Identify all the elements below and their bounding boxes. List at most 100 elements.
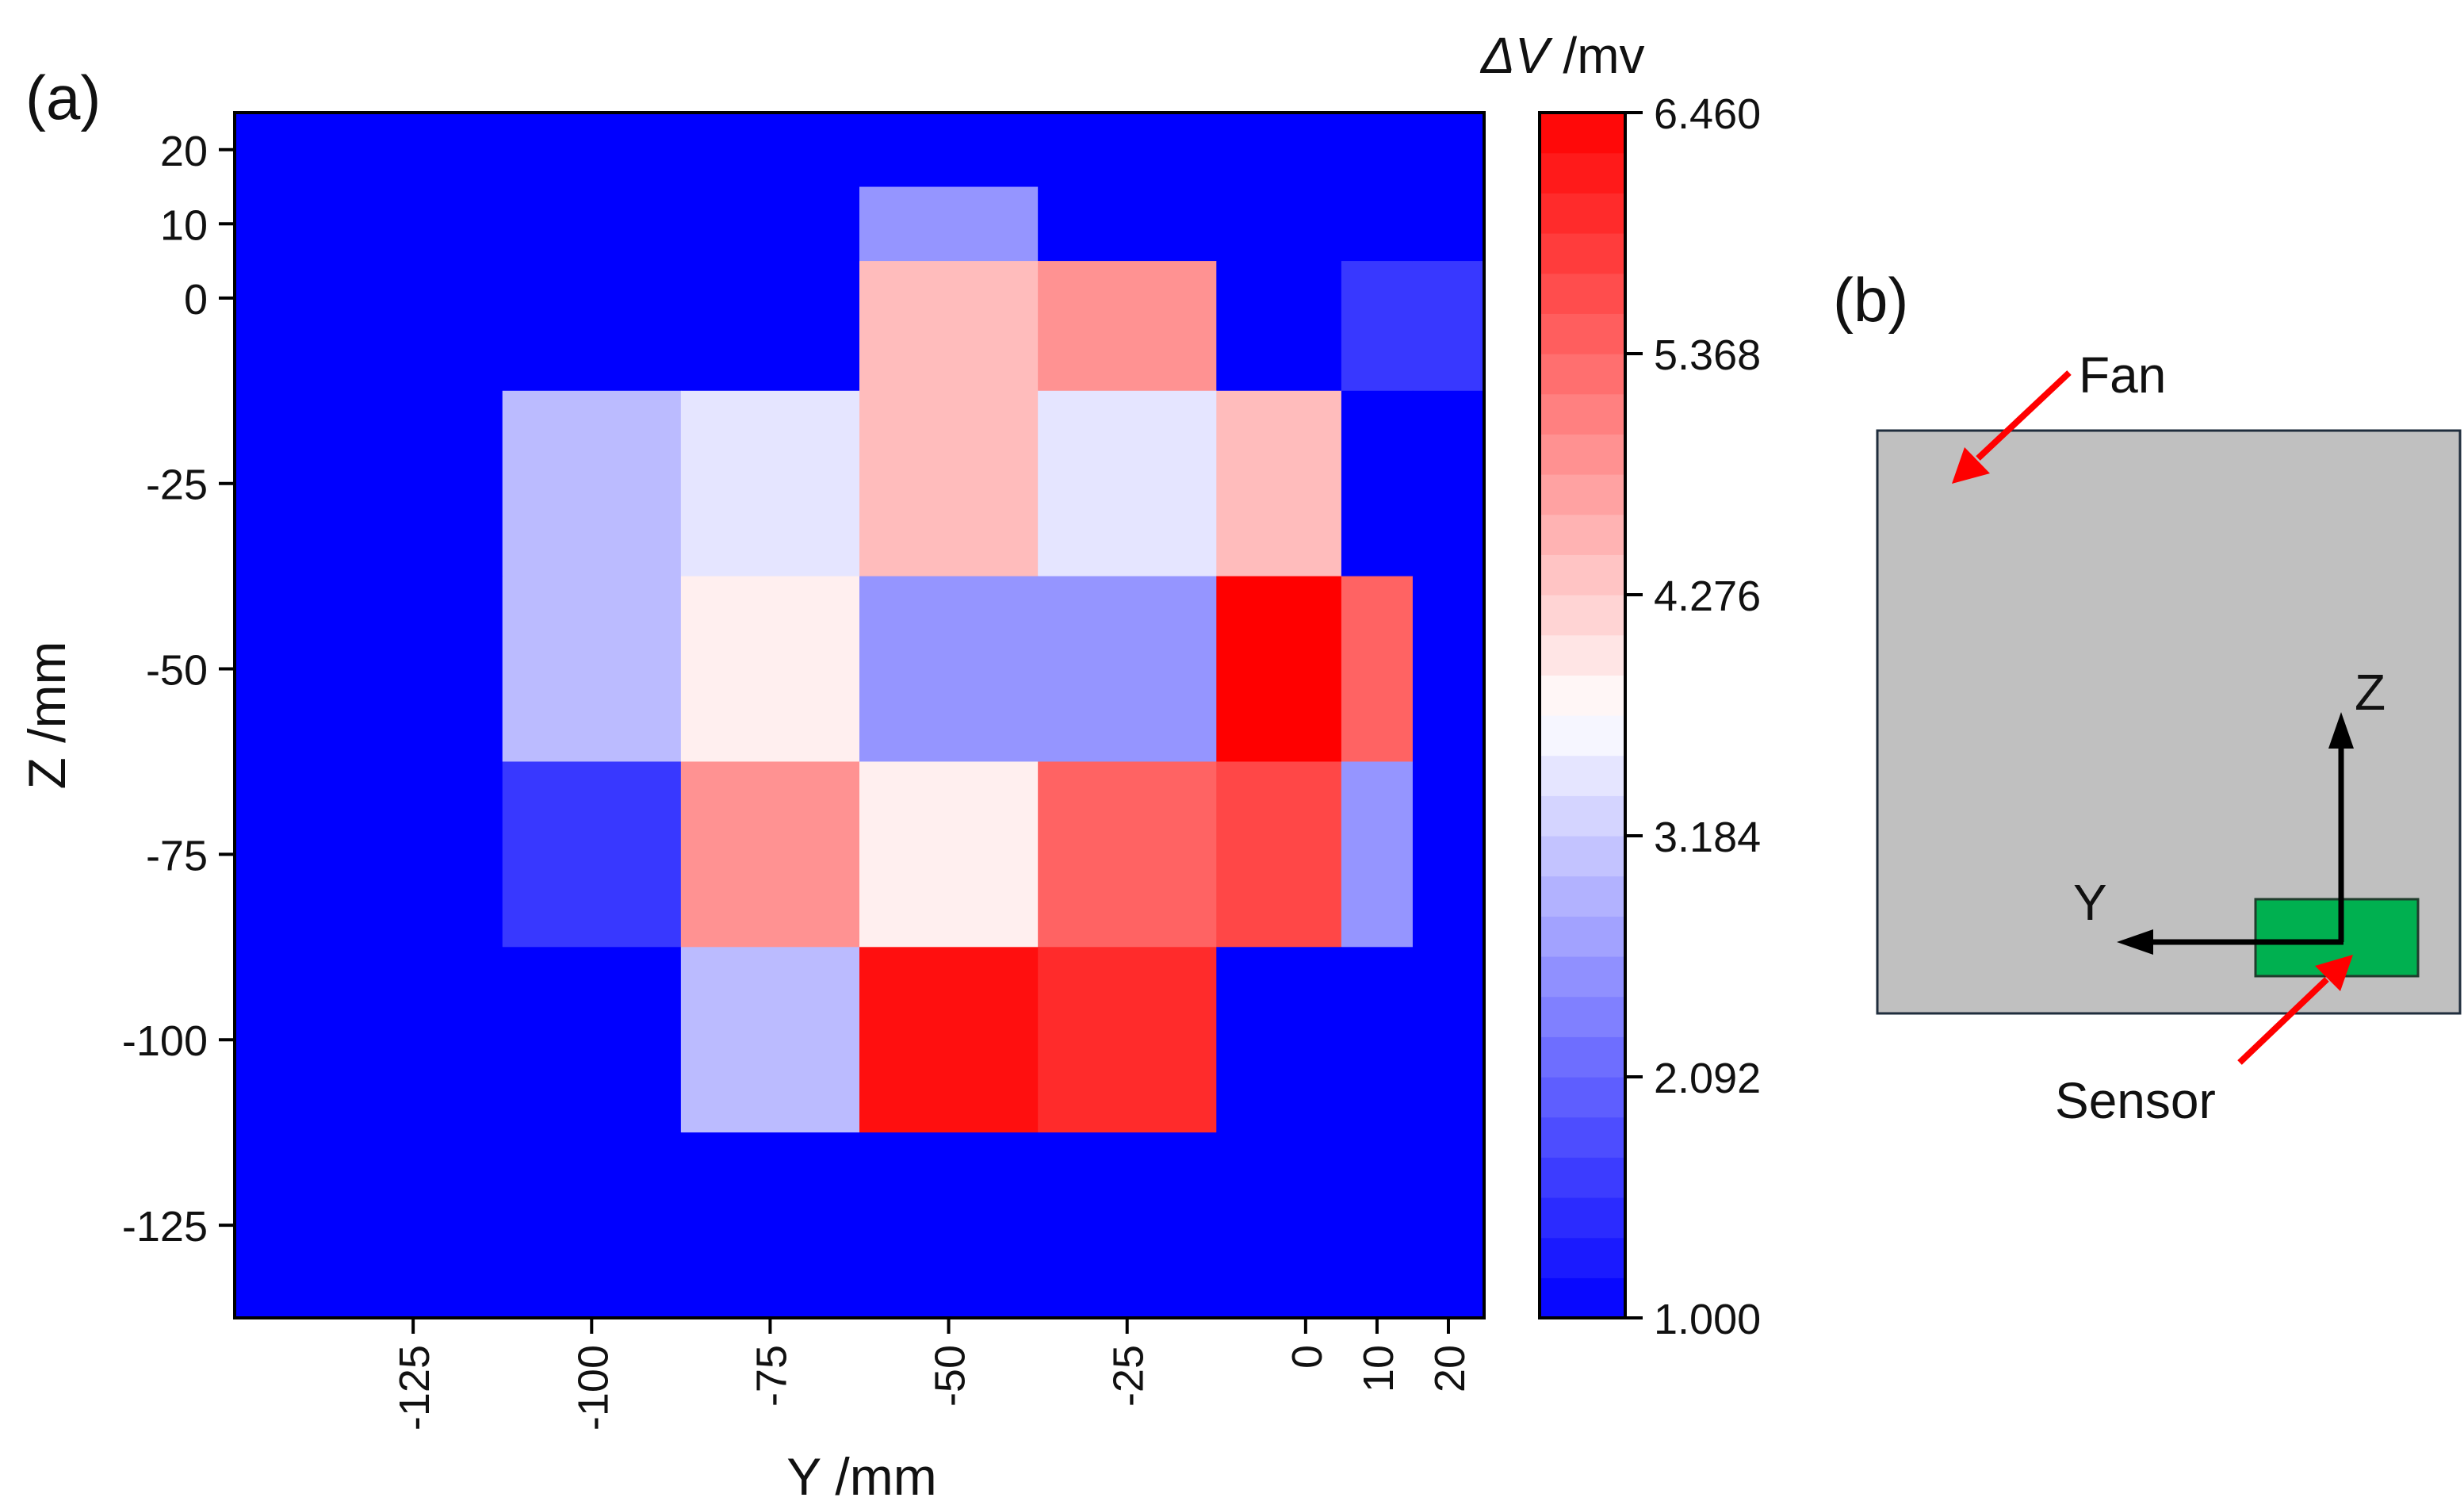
heatmap-cell [859,113,1039,188]
heatmap-cell [1038,761,1217,948]
colorbar-step [1540,1277,1625,1319]
colorbar-step [1540,715,1625,756]
colorbar-step [1540,1237,1625,1278]
colorbar-ticks: 1.000 2.092 3.184 4.276 5.368 6.460 [1625,90,1761,1343]
sensor-pointer-arrow [2237,977,2329,1065]
colorbar-tick-label: 1.000 [1654,1296,1761,1343]
y-axis-text: Y [2073,874,2107,931]
heatmap-cell [1412,261,1485,392]
heatmap-cell [1216,761,1342,948]
heatmap-cell [1341,390,1414,577]
heatmap-cell [502,947,682,1133]
colorbar-step [1540,1157,1625,1198]
heatmap-cell [502,186,682,262]
colorbar-step [1540,634,1625,676]
heatmap-cell [502,113,682,188]
heatmap-cell [502,390,682,577]
fan-pointer-arrow [1976,370,2072,461]
x-tick-label: 10 [1355,1345,1402,1392]
heatmap-cell [1341,113,1414,188]
colorbar-step [1540,1197,1625,1239]
heatmap-cell [680,261,860,392]
heatmap-cell [859,761,1039,948]
heatmap-cell [680,947,860,1133]
colorbar-step [1540,675,1625,716]
colorbar-label: ΔV /mv [1479,27,1645,84]
heatmap-cell [235,947,503,1133]
colorbar-step [1540,755,1625,796]
colorbar-tick-label: 2.092 [1654,1055,1761,1102]
colorbar-step [1540,152,1625,193]
colorbar-step [1540,273,1625,314]
heatmap-cell [235,390,503,577]
y-tick-label: 20 [160,128,208,175]
y-tick-label: -100 [122,1017,208,1065]
colorbar-step [1540,393,1625,435]
heatmap-cell [1038,1132,1217,1319]
y-axis: 20 10 0 -25 -50 -75 -100 -125 [122,128,235,1250]
colorbar-step [1540,836,1625,877]
colorbar-step [1540,193,1625,234]
colorbar-step [1540,1077,1625,1118]
heatmap-cell [235,113,503,188]
heatmap-cell [235,576,503,763]
colorbar-step [1540,313,1625,354]
heatmap-cell [235,761,503,948]
heatmap-cell [1216,186,1342,262]
heatmap [235,113,1485,1319]
heatmap-cell [1038,186,1217,262]
heatmap-cell [1216,1132,1342,1319]
heatmap-cell [1412,113,1485,188]
heatmap-cell [235,261,503,392]
colorbar-step [1540,1036,1625,1078]
z-arrow-head [2328,712,2354,749]
heatmap-cell [1038,576,1217,763]
plot-frame [233,111,1486,1319]
heatmap-cell [1038,261,1217,392]
colorbar-step [1540,875,1625,917]
heatmap-cell [1038,390,1217,577]
heatmap-cell [1341,186,1414,262]
x-tick-label: -75 [748,1345,795,1407]
z-axis-text: Z [2355,664,2386,721]
colorbar-step [1540,354,1625,395]
colorbar-label-symbol: ΔV [1479,27,1553,84]
colorbar [1540,113,1625,1319]
colorbar-step [1540,113,1625,154]
fan-label: Fan [2079,347,2166,404]
x-tick-label: -125 [391,1345,438,1430]
heatmap-cell [680,113,860,188]
x-axis: -125 -100 -75 -50 -25 0 10 20 [391,1318,1474,1430]
colorbar-step [1540,956,1625,998]
heatmap-cell [1341,261,1414,392]
colorbar-frame [1538,111,1627,1319]
panel-a-label: (a) [25,63,101,132]
heatmap-cell [1412,761,1485,948]
y-arrow-head [2117,929,2153,955]
sensor-pointer-head [2315,955,2353,991]
schematic: Z Y Fan Sensor [1876,347,2462,1129]
heatmap-cell [1341,761,1414,948]
heatmap-cell [859,947,1039,1133]
heatmap-cell [502,1132,682,1319]
colorbar-tick-label: 4.276 [1654,573,1761,620]
y-tick-label: 10 [160,201,208,249]
x-tick-label: -100 [569,1345,617,1430]
colorbar-label-unit: /mv [1549,27,1645,84]
heatmap-cell [1216,947,1342,1133]
heatmap-cell [859,576,1039,763]
sensor-label: Sensor [2055,1072,2216,1129]
colorbar-step [1540,434,1625,475]
heatmap-cell [680,761,860,948]
heatmap-cell [1412,947,1485,1133]
colorbar-step [1540,474,1625,515]
colorbar-step [1540,996,1625,1037]
heatmap-cell [1412,186,1485,262]
heatmap-cell [235,1132,503,1319]
heatmap-cell [1412,576,1485,763]
heatmap-cell [1216,261,1342,392]
heatmap-cell [680,1132,860,1319]
heatmap-cell [680,390,860,577]
heatmap-cell [1341,576,1414,763]
